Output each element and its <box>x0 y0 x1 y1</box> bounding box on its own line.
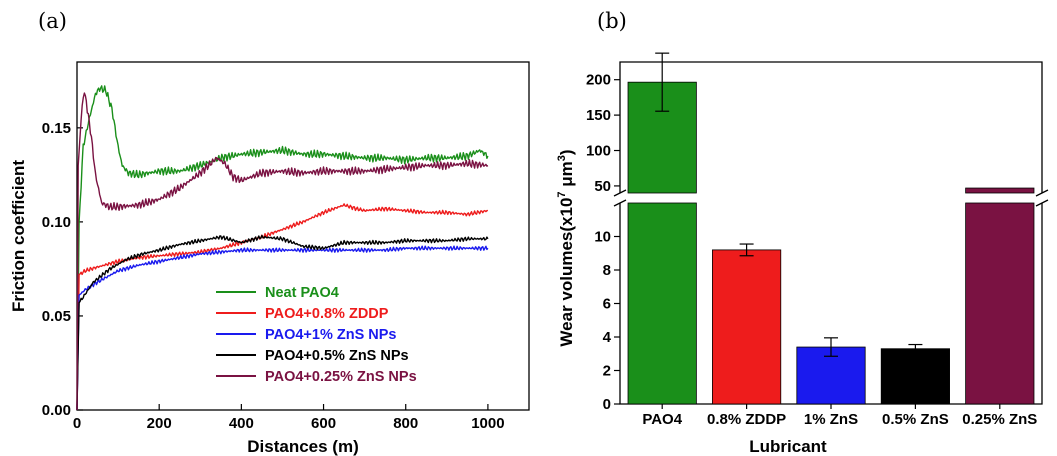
bar-1-lower <box>628 203 697 404</box>
x-tick-label: 1000 <box>471 415 504 432</box>
category-label-5: 0.25% ZnS <box>962 411 1037 428</box>
chart-a-legend: Neat PAO4 PAO4+0.8% ZDDP PAO4+1% ZnS NPs PA… <box>216 285 417 385</box>
chart-a-y-axis-title: Friction coefficient <box>9 160 28 312</box>
series-line-2 <box>76 203 488 411</box>
y-tick-label: 0.10 <box>42 214 71 231</box>
y-tick-label: 100 <box>586 143 611 160</box>
chart-a-x-axis-title: Distances (m) <box>247 437 358 456</box>
x-tick-label: 800 <box>393 415 418 432</box>
x-tick-label: 400 <box>229 415 254 432</box>
category-label-1: PAO4 <box>642 411 682 428</box>
category-label-2: 0.8% ZDDP <box>707 411 786 428</box>
y-tick-label: 200 <box>586 72 611 89</box>
series-line-1 <box>76 85 489 411</box>
series-line-5 <box>76 92 489 411</box>
bar-5-lower <box>965 203 1034 404</box>
panel-label-b: (b) <box>597 9 627 33</box>
axis-break-mark <box>613 189 627 197</box>
axis-break-mark <box>1035 199 1049 207</box>
category-label-4: 0.5% ZnS <box>882 411 949 428</box>
axis-break-mark <box>1035 189 1049 197</box>
y-tick-label: 50 <box>594 178 611 195</box>
legend-label-3: PAO4+1% ZnS NPs <box>265 327 396 343</box>
bar-break-gap <box>964 193 1035 203</box>
chart-b-y-axis-title: Wear volumes(x107 μm3) <box>556 149 576 346</box>
axis-break-mark <box>613 199 627 207</box>
y-tick-label: 0.15 <box>42 120 71 137</box>
bar-break-gap <box>627 193 698 203</box>
bar-4 <box>880 348 950 405</box>
y-tick-label: 10 <box>594 229 611 246</box>
chart-a-frame <box>76 61 530 411</box>
chart-b-frame-upper <box>619 61 1043 193</box>
y-tick-label: 0 <box>603 396 611 413</box>
chart-b-x-axis-title: Lubricant <box>749 437 827 456</box>
x-tick-label: 200 <box>147 415 172 432</box>
category-label-3: 1% ZnS <box>804 411 858 428</box>
legend-label-2: PAO4+0.8% ZDDP <box>265 306 389 322</box>
series-line-4 <box>76 234 489 411</box>
wear-volume-bar-chart: PAO4 0.8% ZDDP 1% ZnS 0.5% ZnS 0.25% ZnS 0 2 4 6… <box>556 52 1049 456</box>
y-tick-label: 6 <box>603 296 611 313</box>
legend-label-1: Neat PAO4 <box>265 285 339 301</box>
bar-outline <box>965 187 1035 194</box>
y-tick-label: 4 <box>603 329 612 346</box>
bar-2 <box>712 249 782 405</box>
y-tick-label: 0.00 <box>42 402 71 419</box>
y-tick-label: 2 <box>603 363 611 380</box>
x-tick-label: 600 <box>311 415 336 432</box>
panel-label-a: (a) <box>38 9 67 33</box>
legend-label-5: PAO4+0.25% ZnS NPs <box>265 369 417 385</box>
y-tick-label: 150 <box>586 107 611 124</box>
friction-line-chart: 0 200 400 600 800 1000 0.00 0.05 0.10 0.15 Distan… <box>9 61 530 456</box>
bar-5-upper <box>965 188 1034 193</box>
y-tick-label: 0.05 <box>42 308 71 325</box>
legend-label-4: PAO4+0.5% ZnS NPs <box>265 348 409 364</box>
x-tick-label: 0 <box>73 415 81 432</box>
series-line-3 <box>76 245 489 411</box>
y-tick-label: 8 <box>603 262 611 279</box>
